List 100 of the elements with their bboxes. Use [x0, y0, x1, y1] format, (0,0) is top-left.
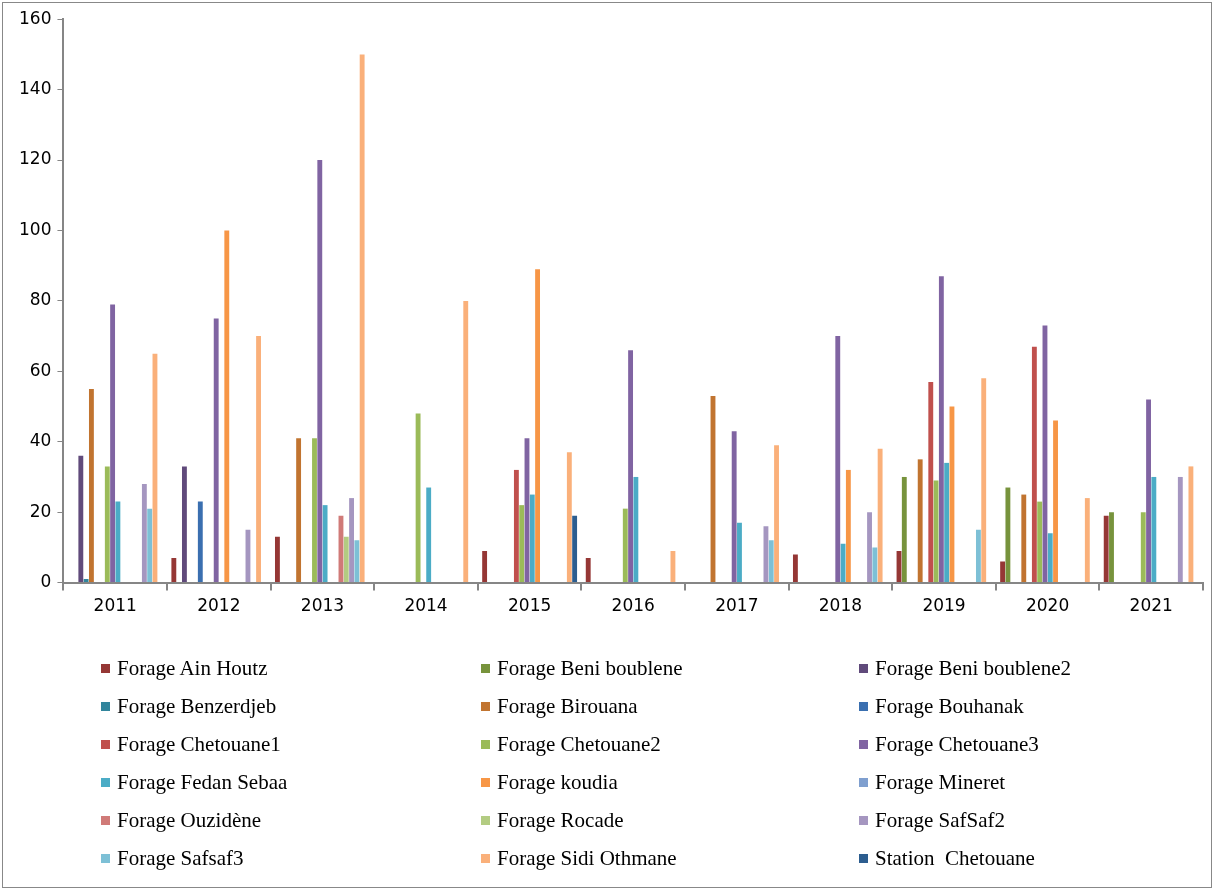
y-tick-label: 20 [29, 500, 52, 521]
bar [535, 269, 541, 583]
legend-label: Forage Benzerdjeb [117, 693, 277, 719]
x-tick-label: 2011 [93, 595, 137, 616]
bar [731, 431, 737, 583]
y-tick-label: 120 [18, 148, 52, 169]
bar [1037, 501, 1043, 583]
y-tick-label: 80 [29, 289, 52, 310]
x-tick-label: 2013 [300, 595, 345, 616]
x-tick-label: 2016 [611, 595, 655, 616]
bar [78, 455, 84, 583]
bar [317, 160, 323, 583]
bar [296, 438, 302, 583]
y-tick-label: 0 [40, 571, 52, 592]
bar [944, 462, 950, 583]
bar [845, 469, 851, 583]
bar [354, 540, 360, 583]
legend-label: Forage Beni boublene2 [875, 655, 1071, 681]
bar [1151, 476, 1157, 583]
y-tick-label: 60 [29, 359, 52, 380]
bar [343, 536, 349, 583]
legend-label: Forage Fedan Sebaa [117, 769, 288, 795]
bar [917, 459, 923, 583]
bar [792, 554, 798, 583]
legend-label: Forage Safsaf3 [117, 845, 244, 871]
bar [981, 378, 987, 583]
bar [1140, 512, 1146, 583]
bar [867, 512, 872, 583]
bar [1109, 512, 1114, 583]
bar [928, 381, 934, 583]
bar [1005, 487, 1011, 583]
bar [224, 230, 230, 583]
bar [933, 480, 939, 583]
bar [197, 501, 203, 583]
bar [275, 536, 280, 583]
legend-label: Forage Beni boublene [497, 655, 683, 681]
y-tick-label: 100 [18, 218, 52, 239]
bar [572, 515, 578, 583]
bar [585, 557, 591, 583]
bar [835, 336, 841, 583]
legend-label: Station Chetouane [875, 845, 1035, 871]
bar [1000, 561, 1006, 583]
legend-label: Forage Mineret [875, 769, 1006, 795]
bar [513, 469, 519, 583]
legend-label: Forage Bouhanak [875, 693, 1024, 719]
legend-label: Forage Ain Houtz [117, 655, 268, 681]
bar [1047, 533, 1053, 583]
bar [115, 501, 121, 583]
bar [1188, 466, 1194, 583]
x-tick-label: 2012 [197, 595, 241, 616]
x-tick-label: 2021 [1129, 595, 1173, 616]
bar [482, 550, 488, 583]
bar [1031, 346, 1037, 583]
bar [359, 54, 365, 583]
bar [519, 505, 525, 583]
legend-label: Forage Chetouane3 [875, 731, 1039, 757]
y-tick-label: 140 [18, 78, 52, 99]
bar [938, 276, 944, 583]
bar [737, 522, 742, 583]
bar [104, 466, 110, 583]
bar [110, 304, 116, 583]
x-tick-label: 2017 [715, 595, 759, 616]
bar [901, 476, 907, 583]
bar [1084, 498, 1090, 583]
legend-label: Forage SafSaf2 [875, 807, 1006, 833]
bar [768, 540, 774, 583]
bar [322, 505, 328, 583]
legend-label: Forage Ouzidène [117, 807, 262, 833]
bar [872, 547, 878, 583]
legend-label: Forage koudia [497, 769, 618, 795]
bar [349, 498, 354, 583]
legend-label: Forage Chetouane1 [117, 731, 281, 757]
bar [633, 476, 639, 583]
bar [566, 452, 572, 583]
legend-label: Forage Chetouane2 [497, 731, 661, 757]
bar [256, 336, 261, 583]
bar [1021, 494, 1027, 583]
bar [529, 494, 535, 583]
bar [83, 579, 89, 583]
x-tick-label: 2015 [508, 595, 552, 616]
bar [1103, 515, 1109, 583]
bar [1053, 420, 1058, 583]
x-tick-label: 2014 [404, 595, 448, 616]
legend-label: Forage Birouana [497, 693, 638, 719]
x-tick-label: 2020 [1025, 595, 1070, 616]
bar [415, 413, 421, 583]
bar [1177, 476, 1183, 583]
y-tick-label: 160 [18, 7, 52, 28]
bar [463, 300, 469, 583]
bar [622, 508, 628, 583]
bar [312, 438, 317, 583]
bar [147, 508, 153, 583]
bar [628, 350, 634, 583]
y-tick-label: 40 [29, 430, 52, 451]
bar [975, 529, 981, 583]
bar [171, 557, 177, 583]
bar [1146, 399, 1151, 583]
bar [141, 484, 147, 583]
bar [774, 445, 779, 583]
bar [181, 466, 187, 583]
